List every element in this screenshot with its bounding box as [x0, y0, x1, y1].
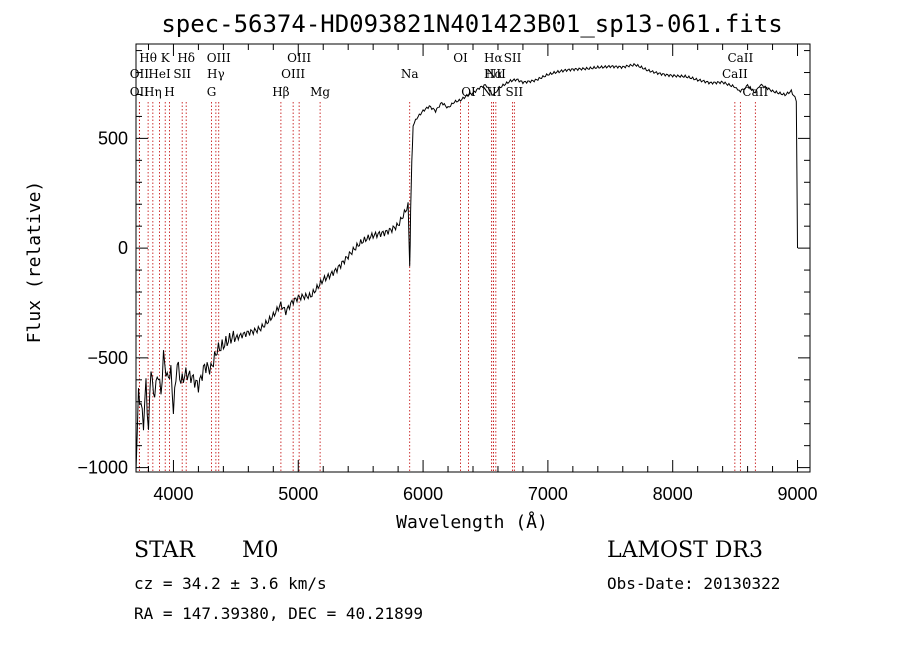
line-label-5: K [161, 51, 171, 65]
line-label-21: NII [486, 67, 506, 81]
series-spectrum [135, 62, 798, 473]
x-axis: 4000 5000 6000 7000 8000 9000 [147, 44, 818, 504]
x-tick-label-5: 9000 [777, 484, 817, 504]
x-tick-label-3: 7000 [528, 484, 568, 504]
survey-name: LAMOST DR3 [607, 538, 763, 563]
line-label-13: OIII [287, 51, 311, 65]
y-axis: −1000 −500 0 500 [77, 50, 810, 478]
line-label-7: H [164, 85, 174, 99]
line-label-1: Hθ [139, 51, 157, 65]
y-tick-label-1: −500 [87, 348, 128, 368]
line-label-19: Hα [484, 51, 503, 65]
line-label-14: OIII [281, 67, 305, 81]
line-label-22: Hα [484, 67, 503, 81]
series-layer [135, 62, 798, 473]
y-axis-label: Flux (relative) [24, 181, 45, 344]
coordinates: RA = 147.39380, DEC = 40.21899 [134, 604, 423, 623]
line-label-20: SII [504, 51, 522, 65]
y-tick-label-3: 500 [98, 128, 128, 148]
line-label-16: Na [401, 67, 419, 81]
obs-date: Obs-Date: 20130322 [607, 574, 781, 593]
x-axis-label: Wavelength (Å) [396, 511, 548, 533]
line-label-9: OIII [207, 51, 231, 65]
chart-title: spec-56374-HD093821N401423B01_sp13-061.f… [161, 10, 782, 38]
line-label-26: CaII [722, 67, 748, 81]
x-tick-label-2: 6000 [403, 484, 443, 504]
line-label-17: OI [453, 51, 468, 65]
line-label-11: G [207, 85, 217, 99]
line-label-18: OI [461, 85, 476, 99]
line-label-6: SII [173, 67, 191, 81]
line-label-15: Mg [310, 85, 330, 99]
x-tick-label-0: 4000 [153, 484, 193, 504]
line-label-10: Hγ [207, 67, 225, 81]
line-label-12: Hβ [272, 85, 289, 99]
line-label-0: OII [130, 85, 150, 99]
y-tick-label-0: −1000 [77, 458, 128, 478]
x-tick-label-1: 5000 [278, 484, 318, 504]
y-tick-label-2: 0 [118, 238, 128, 258]
object-class: STAR [134, 538, 195, 563]
line-label-3: Hη [144, 85, 162, 99]
line-label-4: HeI [148, 67, 171, 81]
line-label-23: NII [481, 85, 501, 99]
subclass: M0 [242, 538, 279, 563]
line-label-25: CaII [727, 51, 753, 65]
line-label-24: SII [505, 85, 523, 99]
line-label-8: Hδ [177, 51, 195, 65]
line-label-2: OII [130, 67, 150, 81]
redshift-text: cz = 34.2 ± 3.6 km/s [134, 574, 327, 593]
plot-frame [135, 43, 811, 473]
x-tick-label-4: 8000 [653, 484, 693, 504]
